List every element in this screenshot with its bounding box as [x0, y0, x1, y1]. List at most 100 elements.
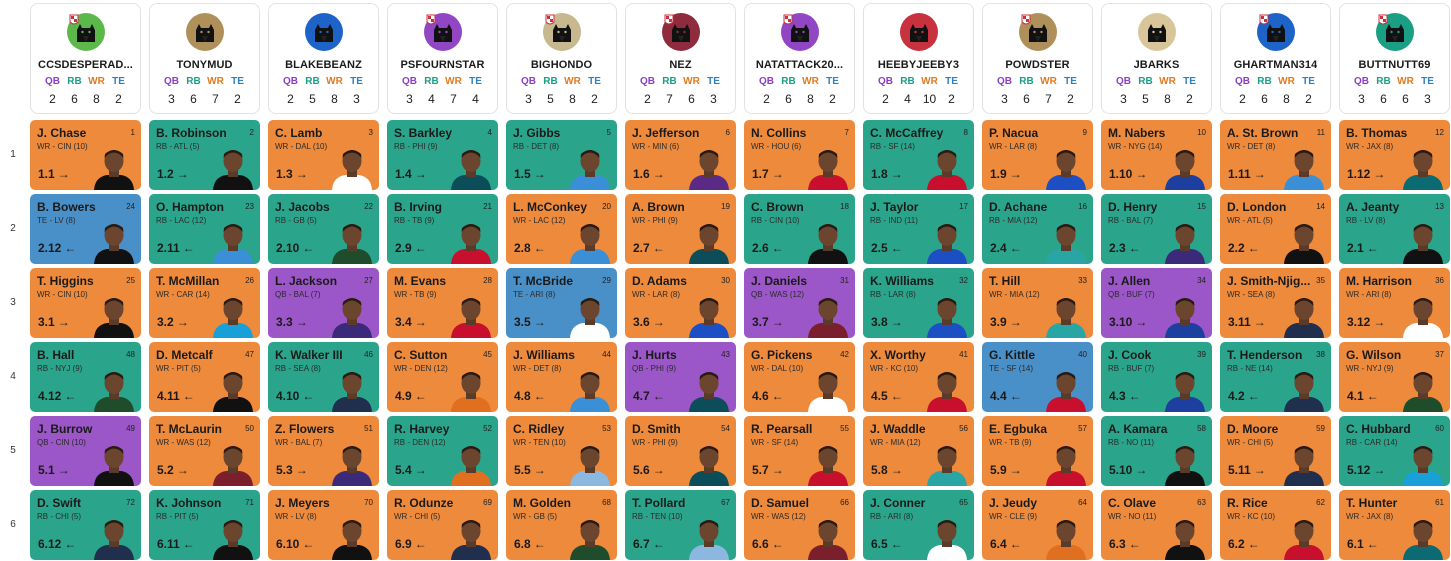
pick-card[interactable]: B. Irving RB - TB (9) 21 2.9 ←	[387, 194, 498, 264]
pick-card[interactable]: C. Olave WR - NO (11) 63 6.3 ←	[1101, 490, 1212, 560]
team-column-header[interactable]: BIGHONDO QB RB WR TE 3 5 8 2	[506, 3, 617, 114]
pick-card[interactable]: T. Pollard RB - TEN (10) 67 6.7 ←	[625, 490, 736, 560]
pick-card[interactable]: A. Kamara RB - NO (11) 58 5.10 →	[1101, 416, 1212, 486]
pick-card[interactable]: J. Burrow QB - CIN (10) 49 5.1 →	[30, 416, 141, 486]
pick-card[interactable]: J. Waddle WR - MIA (12) 56 5.8 →	[863, 416, 974, 486]
pick-card[interactable]: D. Metcalf WR - PIT (5) 47 4.11 ←	[149, 342, 260, 412]
pick-card[interactable]: J. Allen QB - BUF (7) 34 3.10 →	[1101, 268, 1212, 338]
pick-card[interactable]: J. Jefferson WR - MIN (6) 6 1.6 →	[625, 120, 736, 190]
team-column-header[interactable]: NATATTACK20... QB RB WR TE 2 6 8 2	[744, 3, 855, 114]
pick-card[interactable]: B. Hall RB - NYJ (9) 48 4.12 ←	[30, 342, 141, 412]
pick-card[interactable]: M. Golden WR - GB (5) 68 6.8 ←	[506, 490, 617, 560]
pick-card[interactable]: N. Collins WR - HOU (6) 7 1.7 →	[744, 120, 855, 190]
pick-card[interactable]: E. Egbuka WR - TB (9) 57 5.9 →	[982, 416, 1093, 486]
pick-slot-number: 3.12	[1347, 315, 1371, 329]
pick-card[interactable]: D. Adams WR - LAR (8) 30 3.6 →	[625, 268, 736, 338]
pick-card[interactable]: G. Pickens WR - DAL (10) 42 4.6 ←	[744, 342, 855, 412]
pick-card[interactable]: X. Worthy WR - KC (10) 41 4.5 ←	[863, 342, 974, 412]
pick-card[interactable]: C. McCaffrey RB - SF (14) 8 1.8 →	[863, 120, 974, 190]
pick-card[interactable]: P. Nacua WR - LAR (8) 9 1.9 →	[982, 120, 1093, 190]
pick-card[interactable]: T. Henderson RB - NE (14) 38 4.2 ←	[1220, 342, 1331, 412]
pick-card[interactable]: J. Daniels QB - WAS (12) 31 3.7 →	[744, 268, 855, 338]
wr-count: 6	[1402, 92, 1409, 106]
team-column-header[interactable]: POWDSTER QB RB WR TE 3 6 7 2	[982, 3, 1093, 114]
pick-card[interactable]: J. Taylor RB - IND (11) 17 2.5 ←	[863, 194, 974, 264]
pick-card[interactable]: J. Conner RB - ARI (8) 65 6.5 ←	[863, 490, 974, 560]
pick-card[interactable]: C. Lamb WR - DAL (10) 3 1.3 →	[268, 120, 379, 190]
qb-count: 2	[287, 92, 294, 106]
pick-card[interactable]: K. Williams RB - LAR (8) 32 3.8 →	[863, 268, 974, 338]
player-headshot-icon	[1162, 144, 1208, 190]
pick-card[interactable]: J. Chase WR - CIN (10) 1 1.1 →	[30, 120, 141, 190]
pick-slot: 5.12 →	[1347, 463, 1385, 477]
pick-card[interactable]: R. Harvey RB - DEN (12) 52 5.4 →	[387, 416, 498, 486]
pick-card[interactable]: O. Hampton RB - LAC (12) 23 2.11 ←	[149, 194, 260, 264]
pick-card[interactable]: D. Achane RB - MIA (12) 16 2.4 ←	[982, 194, 1093, 264]
pick-card[interactable]: J. Smith-Njig... WR - SEA (8) 35 3.11 →	[1220, 268, 1331, 338]
pick-card[interactable]: D. Smith WR - PHI (9) 54 5.6 →	[625, 416, 736, 486]
pick-card[interactable]: D. Samuel WR - WAS (12) 66 6.6 ←	[744, 490, 855, 560]
pick-card[interactable]: J. Meyers WR - LV (8) 70 6.10 ←	[268, 490, 379, 560]
pick-card[interactable]: K. Johnson RB - PIT (5) 71 6.11 ←	[149, 490, 260, 560]
pick-card[interactable]: G. Kittle TE - SF (14) 40 4.4 ←	[982, 342, 1093, 412]
team-column-header[interactable]: JBARKS QB RB WR TE 3 5 8 2	[1101, 3, 1212, 114]
team-column-header[interactable]: TONYMUD QB RB WR TE 3 6 7 2	[149, 3, 260, 114]
pick-card[interactable]: T. Higgins WR - CIN (10) 25 3.1 →	[30, 268, 141, 338]
player-headshot-icon	[686, 292, 732, 338]
pick-card[interactable]: S. Barkley RB - PHI (9) 4 1.4 →	[387, 120, 498, 190]
pick-card[interactable]: G. Wilson WR - NYJ (9) 37 4.1 ←	[1339, 342, 1450, 412]
pick-card[interactable]: D. London WR - ATL (5) 14 2.2 ←	[1220, 194, 1331, 264]
pick-card[interactable]: J. Jacobs RB - GB (5) 22 2.10 ←	[268, 194, 379, 264]
pick-card[interactable]: T. McBride TE - ARI (8) 29 3.5 →	[506, 268, 617, 338]
pick-card[interactable]: A. St. Brown WR - DET (8) 11 1.11 →	[1220, 120, 1331, 190]
pick-card[interactable]: J. Jeudy WR - CLE (9) 64 6.4 ←	[982, 490, 1093, 560]
pick-card[interactable]: K. Walker III RB - SEA (8) 46 4.10 ←	[268, 342, 379, 412]
pick-card[interactable]: M. Nabers WR - NYG (14) 10 1.10 →	[1101, 120, 1212, 190]
player-name: M. Golden	[513, 496, 571, 510]
wr-count: 8	[93, 92, 100, 106]
player-headshot-icon	[448, 218, 494, 264]
pick-card[interactable]: R. Rice WR - KC (10) 62 6.2 ←	[1220, 490, 1331, 560]
pick-card[interactable]: L. Jackson QB - BAL (7) 27 3.3 →	[268, 268, 379, 338]
pick-card[interactable]: J. Gibbs RB - DET (8) 5 1.5 →	[506, 120, 617, 190]
player-name: J. Hurts	[632, 348, 677, 362]
pick-card[interactable]: J. Cook RB - BUF (7) 39 4.3 ←	[1101, 342, 1212, 412]
pick-card[interactable]: D. Swift RB - CHI (5) 72 6.12 ←	[30, 490, 141, 560]
te-label: TE	[350, 76, 363, 87]
team-column-header[interactable]: NEZ QB RB WR TE 2 7 6 3	[625, 3, 736, 114]
team-column-header[interactable]: BUTTNUTT69 QB RB WR TE 3 6 6 3	[1339, 3, 1450, 114]
pick-card[interactable]: T. McLaurin WR - WAS (12) 50 5.2 →	[149, 416, 260, 486]
pick-card[interactable]: B. Thomas WR - JAX (8) 12 1.12 →	[1339, 120, 1450, 190]
team-column-header[interactable]: HEEBYJEEBY3 QB RB WR TE 2 4 10 2	[863, 3, 974, 114]
pick-card[interactable]: M. Harrison WR - ARI (8) 36 3.12 →	[1339, 268, 1450, 338]
pick-slot: 3.3 →	[276, 315, 308, 329]
pick-card[interactable]: C. Hubbard RB - CAR (14) 60 5.12 →	[1339, 416, 1450, 486]
pick-card[interactable]: D. Moore WR - CHI (5) 59 5.11 →	[1220, 416, 1331, 486]
pick-card[interactable]: J. Hurts QB - PHI (9) 43 4.7 ←	[625, 342, 736, 412]
pick-card[interactable]: B. Bowers TE - LV (8) 24 2.12 ←	[30, 194, 141, 264]
team-column-header[interactable]: PSFOURNSTAR QB RB WR TE 3 4 7 4	[387, 3, 498, 114]
pick-card[interactable]: B. Robinson RB - ATL (5) 2 1.2 →	[149, 120, 260, 190]
pick-card[interactable]: D. Henry RB - BAL (7) 15 2.3 ←	[1101, 194, 1212, 264]
pick-card[interactable]: J. Williams WR - DET (8) 44 4.8 ←	[506, 342, 617, 412]
team-column-header[interactable]: CCSDESPERAD... QB RB WR TE 2 6 8 2	[30, 3, 141, 114]
pick-card[interactable]: T. Hill WR - MIA (12) 33 3.9 →	[982, 268, 1093, 338]
pick-card[interactable]: A. Jeanty RB - LV (8) 13 2.1 ←	[1339, 194, 1450, 264]
pick-card[interactable]: T. McMillan WR - CAR (14) 26 3.2 →	[149, 268, 260, 338]
pick-card[interactable]: C. Ridley WR - TEN (10) 53 5.5 →	[506, 416, 617, 486]
team-column-header[interactable]: GHARTMAN314 QB RB WR TE 2 6 8 2	[1220, 3, 1331, 114]
team-column-header[interactable]: BLAKEBEANZ QB RB WR TE 2 5 8 3	[268, 3, 379, 114]
pick-card[interactable]: Z. Flowers WR - BAL (7) 51 5.3 →	[268, 416, 379, 486]
pick-slot-number: 6.9	[395, 537, 412, 551]
team-name: POWDSTER	[1005, 59, 1070, 71]
pick-card[interactable]: L. McConkey WR - LAC (12) 20 2.8 ←	[506, 194, 617, 264]
pick-card[interactable]: M. Evans WR - TB (9) 28 3.4 →	[387, 268, 498, 338]
pick-card[interactable]: A. Brown WR - PHI (9) 19 2.7 ←	[625, 194, 736, 264]
pick-card[interactable]: R. Pearsall WR - SF (14) 55 5.7 →	[744, 416, 855, 486]
pick-card[interactable]: C. Sutton WR - DEN (12) 45 4.9 ←	[387, 342, 498, 412]
pick-card[interactable]: T. Hunter WR - JAX (8) 61 6.1 ←	[1339, 490, 1450, 560]
pick-card[interactable]: R. Odunze WR - CHI (5) 69 6.9 ←	[387, 490, 498, 560]
player-headshot-icon	[448, 144, 494, 190]
player-headshot-icon	[1281, 440, 1327, 486]
pick-card[interactable]: C. Brown RB - CIN (10) 18 2.6 ←	[744, 194, 855, 264]
